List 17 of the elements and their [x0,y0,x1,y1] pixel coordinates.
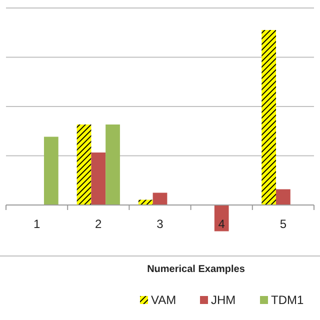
bar [276,189,290,205]
bar [214,205,229,232]
bar [106,124,120,205]
legend-label: TDM1 [271,293,304,307]
x-tick-label: 3 [156,217,164,231]
bar [76,124,92,205]
x-tick-label: 1 [33,217,40,231]
x-tick-label: 2 [95,217,102,231]
bar [91,152,106,205]
x-tick-label: 4 [218,217,226,231]
legend-label: VAM [151,293,176,307]
bar [262,30,276,205]
bar [152,192,168,205]
x-tick-label: 5 [280,217,287,231]
x-axis-title: Numerical Examples [147,264,246,275]
bar [44,136,58,205]
legend-label: JHM [211,293,236,307]
